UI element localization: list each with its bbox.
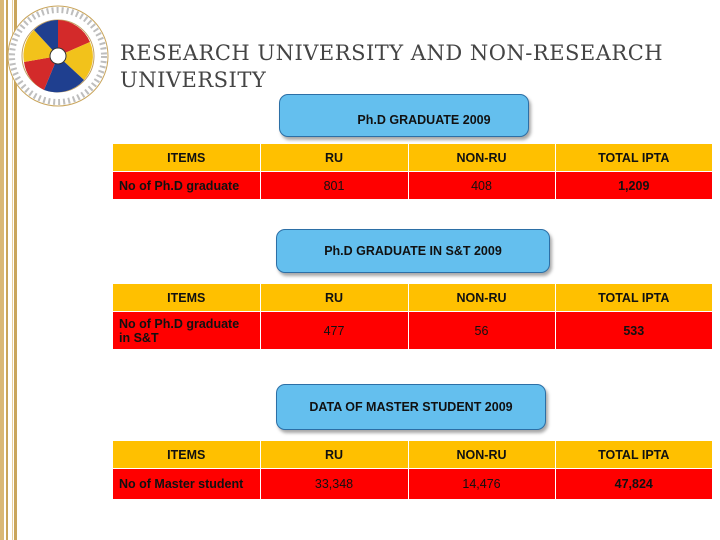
table-header-row: ITEMS RU NON-RU TOTAL IPTA — [113, 144, 712, 172]
cell-ru: 801 — [259, 171, 408, 200]
col-header: ITEMS — [113, 284, 260, 312]
cell-ru: 477 — [259, 311, 408, 350]
col-header: ITEMS — [113, 144, 260, 172]
cell-total: 533 — [554, 311, 712, 350]
col-header: NON-RU — [407, 284, 555, 312]
cell-total: 47,824 — [554, 468, 712, 500]
slide-title: RESEARCH UNIVERSITY AND NON-RESEARCH UNI… — [120, 41, 664, 92]
ministry-logo-icon — [7, 5, 109, 107]
col-header: NON-RU — [407, 144, 555, 172]
decor-bar — [14, 0, 17, 540]
section-label-phd-st: Ph.D GRADUATE IN S&T 2009 — [276, 229, 550, 273]
section-label-phd: Ph.D GRADUATE 2009 — [279, 94, 529, 137]
col-header: RU — [259, 441, 408, 469]
section-label-master: DATA OF MASTER STUDENT 2009 — [276, 384, 546, 430]
table-header-row: ITEMS RU NON-RU TOTAL IPTA — [113, 284, 712, 312]
decor-bar — [12, 0, 13, 540]
row-label: No of Master student — [113, 468, 260, 500]
table-header-row: ITEMS RU NON-RU TOTAL IPTA — [113, 441, 712, 469]
col-header: RU — [259, 284, 408, 312]
col-header: NON-RU — [407, 441, 555, 469]
cell-non-ru: 408 — [407, 171, 555, 200]
col-header: TOTAL IPTA — [554, 284, 712, 312]
cell-non-ru: 14,476 — [407, 468, 555, 500]
cell-total: 1,209 — [554, 171, 712, 200]
phd-st-table: ITEMS RU NON-RU TOTAL IPTA No of Ph.D gr… — [113, 284, 712, 350]
cell-non-ru: 56 — [407, 311, 555, 350]
col-header: ITEMS — [113, 441, 260, 469]
table-row: No of Master student 33,348 14,476 47,82… — [113, 468, 712, 500]
master-table: ITEMS RU NON-RU TOTAL IPTA No of Master … — [113, 441, 712, 500]
table-row: No of Ph.D graduate in S&T 477 56 533 — [113, 311, 712, 350]
col-header: TOTAL IPTA — [554, 441, 712, 469]
row-label: No of Ph.D graduate — [113, 171, 260, 200]
phd-table: ITEMS RU NON-RU TOTAL IPTA No of Ph.D gr… — [113, 144, 712, 200]
col-header: TOTAL IPTA — [554, 144, 712, 172]
decor-bar — [0, 0, 4, 540]
decor-bar — [6, 0, 8, 540]
row-label: No of Ph.D graduate in S&T — [113, 311, 260, 350]
col-header: RU — [259, 144, 408, 172]
cell-ru: 33,348 — [259, 468, 408, 500]
table-row: No of Ph.D graduate 801 408 1,209 — [113, 171, 712, 200]
